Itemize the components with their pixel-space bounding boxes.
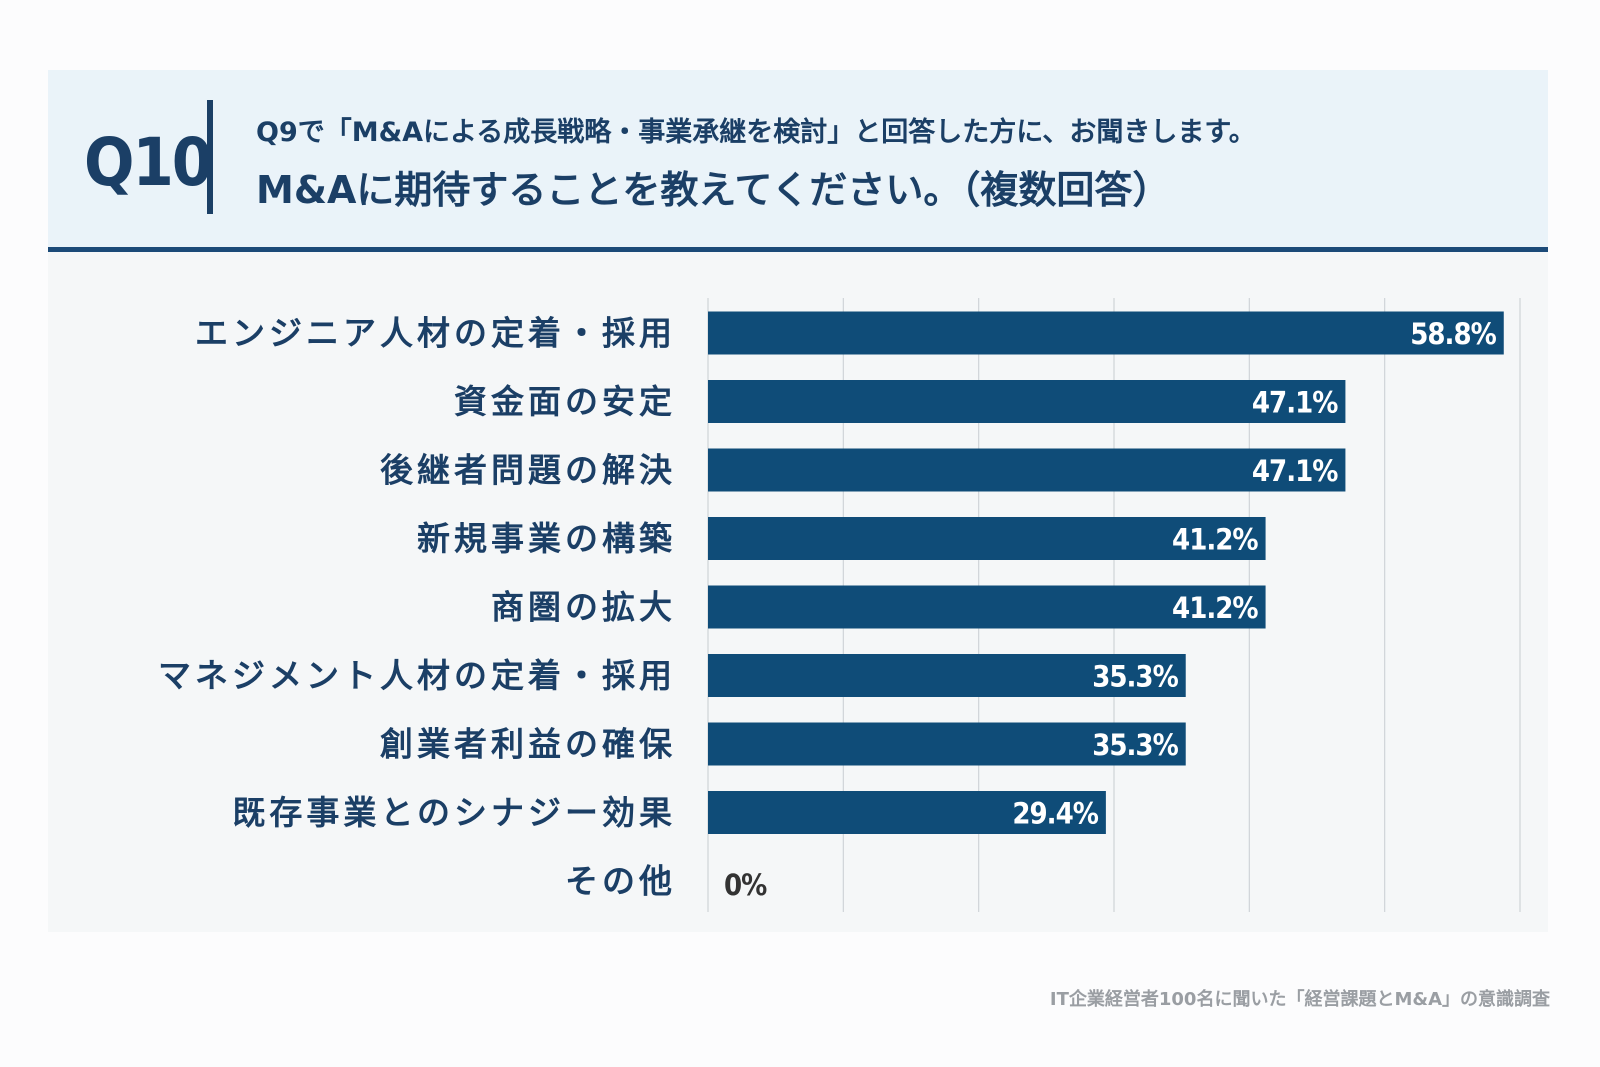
category-label: 後継者問題の解決 xyxy=(380,451,676,490)
bar xyxy=(708,654,1186,697)
category-label: 資金面の安定 xyxy=(454,382,676,421)
bar xyxy=(708,585,1266,629)
bar xyxy=(708,517,1266,560)
data-label: 47.1% xyxy=(1252,454,1338,488)
data-label: 35.3% xyxy=(1092,660,1178,694)
data-label: 58.8% xyxy=(1410,317,1496,351)
header-divider xyxy=(48,247,1548,252)
data-label: 0% xyxy=(724,868,767,902)
question-header xyxy=(48,70,1548,250)
source-note: IT企業経営者100名に聞いた「経営課題とM&A」の意識調査 xyxy=(1049,989,1550,1010)
bar xyxy=(708,380,1346,423)
bar xyxy=(708,791,1106,834)
data-label: 41.2% xyxy=(1172,591,1258,625)
question-context: Q9で「M&Aによる成長戦略・事業承継を検討」と回答した方に、お聞きします。 xyxy=(256,117,1256,148)
category-label: その他 xyxy=(565,862,676,901)
category-label: 既存事業とのシナジー効果 xyxy=(232,793,676,832)
category-label: 創業者利益の確保 xyxy=(380,725,676,764)
question-separator xyxy=(207,100,213,214)
data-label: 29.4% xyxy=(1012,797,1098,831)
bar xyxy=(708,448,1346,492)
category-label: 商圏の拡大 xyxy=(491,588,676,627)
bar xyxy=(708,311,1504,355)
data-label: 35.3% xyxy=(1092,728,1178,762)
category-label: マネジメント人材の定着・採用 xyxy=(158,656,676,695)
question-title: M&Aに期待することを教えてください。（複数回答） xyxy=(256,168,1171,212)
data-label: 41.2% xyxy=(1172,523,1258,557)
category-label: エンジニア人材の定着・採用 xyxy=(195,314,676,353)
data-label: 47.1% xyxy=(1252,386,1338,420)
question-number: Q10 xyxy=(84,124,213,201)
category-label: 新規事業の構築 xyxy=(417,519,676,558)
bar xyxy=(708,722,1186,766)
